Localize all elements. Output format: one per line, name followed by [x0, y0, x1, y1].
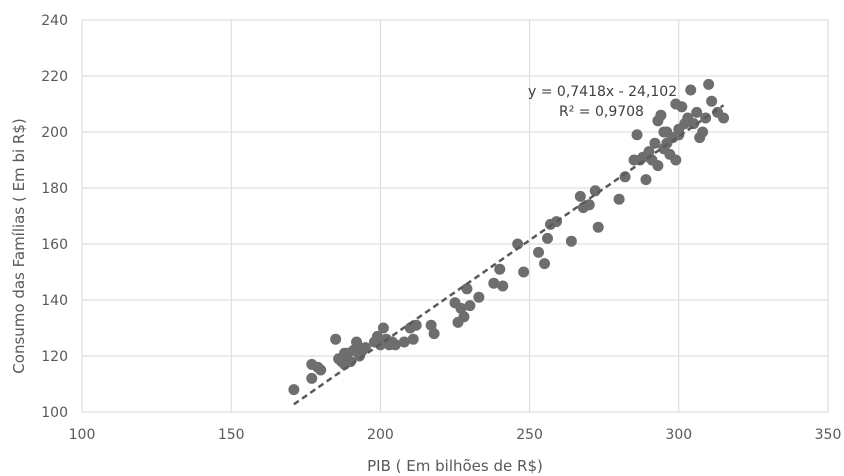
data-point: [688, 118, 700, 130]
data-point: [592, 221, 604, 233]
data-point: [533, 246, 545, 258]
data-point: [691, 106, 703, 118]
y-tick-label: 140: [41, 293, 68, 309]
data-point: [574, 190, 586, 202]
x-tick-label: 250: [516, 427, 543, 443]
data-point: [652, 160, 664, 172]
data-point: [703, 78, 715, 90]
data-point: [619, 171, 631, 183]
x-tick-label: 150: [218, 427, 245, 443]
data-point: [398, 336, 410, 348]
data-point: [407, 333, 419, 345]
data-point: [288, 384, 300, 396]
data-point: [685, 84, 697, 96]
plot-area: [81, 19, 829, 413]
y-tick-label: 100: [41, 405, 68, 421]
y-tick-label: 180: [41, 181, 68, 197]
data-point: [306, 372, 318, 384]
data-point: [631, 129, 643, 141]
data-points: [288, 78, 730, 396]
data-point: [640, 174, 652, 186]
y-tick-label: 200: [41, 125, 68, 141]
data-point: [643, 146, 655, 158]
x-tick-label: 200: [367, 427, 394, 443]
y-tick-label: 160: [41, 237, 68, 253]
x-tick-label: 300: [665, 427, 692, 443]
data-point: [697, 126, 709, 138]
data-point: [494, 263, 506, 275]
data-point: [542, 232, 554, 244]
data-point: [389, 339, 401, 351]
data-point: [565, 235, 577, 247]
data-point: [371, 330, 383, 342]
data-point: [718, 112, 730, 124]
data-point: [473, 291, 485, 303]
y-axis-ticks: 100 120 140 160 180 200 220 240: [41, 13, 68, 421]
data-point: [464, 300, 476, 312]
data-point: [649, 137, 661, 149]
data-point: [330, 333, 342, 345]
trend-line: [293, 104, 725, 406]
data-point: [458, 311, 470, 323]
data-point: [461, 283, 473, 295]
data-point: [518, 266, 530, 278]
data-point: [425, 319, 437, 331]
y-tick-label: 120: [41, 349, 68, 365]
trendline-equation: y = 0,7418x - 24,102: [528, 84, 677, 100]
x-tick-label: 100: [69, 427, 96, 443]
data-point: [613, 193, 625, 205]
grid: [81, 19, 829, 413]
data-point: [488, 277, 500, 289]
data-point: [706, 95, 718, 107]
data-point: [539, 258, 551, 270]
data-point: [670, 154, 682, 166]
x-tick-label: 350: [815, 427, 842, 443]
data-point: [428, 328, 440, 340]
x-axis-title: PIB ( Em bilhões de R$): [367, 457, 543, 475]
r-squared-label: R² = 0,9708: [559, 104, 644, 120]
y-tick-label: 220: [41, 69, 68, 85]
x-axis-ticks: 100 150 200 250 300 350: [69, 427, 842, 443]
data-point: [676, 101, 688, 113]
data-point: [377, 322, 389, 334]
data-point: [359, 342, 371, 354]
data-point: [315, 364, 327, 376]
data-point: [497, 280, 509, 292]
data-point: [455, 302, 467, 314]
y-axis-title: Consumo das Famílias ( Em bi R$): [10, 118, 28, 373]
data-point: [655, 109, 667, 121]
y-tick-label: 240: [41, 13, 68, 29]
